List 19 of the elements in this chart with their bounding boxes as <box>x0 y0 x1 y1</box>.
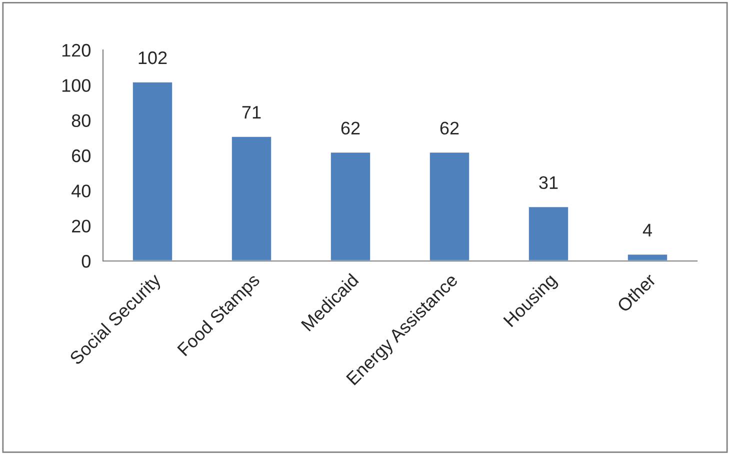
bar <box>528 206 570 261</box>
y-tick-label: 80 <box>72 114 90 128</box>
bar <box>428 151 470 261</box>
data-label: 4 <box>642 224 652 236</box>
data-label: 62 <box>341 122 360 135</box>
y-tick-label: 0 <box>82 254 90 268</box>
data-label: 31 <box>539 176 558 190</box>
y-tick-label: 20 <box>72 220 90 233</box>
bar <box>626 253 668 261</box>
data-label: 102 <box>138 51 167 64</box>
data-label: 71 <box>242 106 261 119</box>
bar <box>330 151 372 261</box>
y-tick-label: 100 <box>62 79 90 92</box>
bar <box>230 135 272 261</box>
bar <box>132 80 174 261</box>
data-label: 62 <box>440 122 459 135</box>
y-tick-label: 120 <box>62 44 90 57</box>
y-tick-label: 40 <box>72 184 90 198</box>
y-tick-label: 60 <box>72 149 90 162</box>
